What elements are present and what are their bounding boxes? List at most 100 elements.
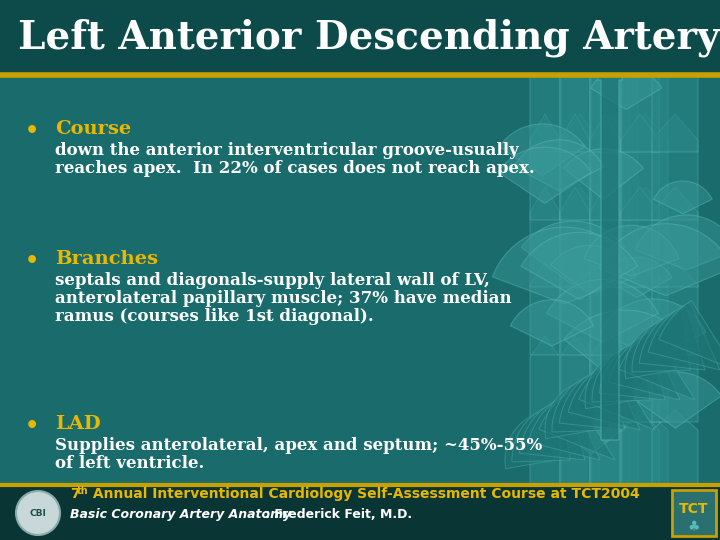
FancyArrow shape bbox=[622, 114, 668, 220]
FancyArrow shape bbox=[591, 187, 629, 287]
Wedge shape bbox=[579, 361, 655, 430]
Circle shape bbox=[16, 491, 60, 535]
FancyArrow shape bbox=[591, 39, 629, 152]
FancyArrow shape bbox=[622, 262, 668, 355]
Text: CBI: CBI bbox=[30, 509, 46, 517]
Wedge shape bbox=[545, 380, 595, 438]
Wedge shape bbox=[539, 390, 615, 460]
Text: Course: Course bbox=[55, 120, 131, 138]
FancyArrow shape bbox=[622, 410, 668, 490]
FancyArrow shape bbox=[621, 410, 659, 490]
Wedge shape bbox=[629, 372, 720, 428]
Wedge shape bbox=[505, 410, 555, 469]
FancyArrow shape bbox=[560, 39, 590, 152]
Text: LAD: LAD bbox=[55, 415, 101, 433]
FancyArrow shape bbox=[592, 39, 638, 152]
Text: ♣: ♣ bbox=[688, 520, 701, 534]
Text: •: • bbox=[25, 415, 40, 437]
Wedge shape bbox=[564, 310, 685, 388]
Wedge shape bbox=[602, 258, 672, 298]
Wedge shape bbox=[659, 300, 720, 370]
FancyArrow shape bbox=[561, 262, 599, 355]
Wedge shape bbox=[600, 299, 706, 357]
Text: Annual Interventional Cardiology Self-Assessment Course at TCT2004: Annual Interventional Cardiology Self-As… bbox=[88, 487, 640, 501]
FancyArrow shape bbox=[592, 262, 638, 355]
FancyArrow shape bbox=[621, 39, 659, 152]
Wedge shape bbox=[654, 181, 712, 214]
FancyArrow shape bbox=[592, 114, 638, 220]
FancyArrow shape bbox=[530, 410, 560, 490]
Wedge shape bbox=[590, 68, 662, 110]
FancyArrow shape bbox=[530, 336, 560, 422]
Text: •: • bbox=[25, 250, 40, 272]
Text: 7: 7 bbox=[70, 487, 80, 501]
Text: Branches: Branches bbox=[55, 250, 158, 268]
Wedge shape bbox=[510, 300, 593, 346]
FancyArrow shape bbox=[590, 39, 620, 152]
FancyArrow shape bbox=[652, 410, 698, 490]
Wedge shape bbox=[519, 396, 585, 460]
Wedge shape bbox=[585, 350, 635, 409]
Wedge shape bbox=[632, 313, 690, 372]
Wedge shape bbox=[521, 232, 638, 300]
Text: septals and diagonals-supply lateral wall of LV,: septals and diagonals-supply lateral wal… bbox=[55, 272, 490, 289]
Wedge shape bbox=[546, 280, 658, 342]
FancyArrow shape bbox=[560, 187, 590, 287]
FancyArrow shape bbox=[652, 114, 698, 220]
Wedge shape bbox=[608, 333, 680, 400]
Wedge shape bbox=[625, 320, 675, 379]
FancyArrow shape bbox=[561, 114, 599, 220]
Wedge shape bbox=[498, 147, 591, 204]
Wedge shape bbox=[514, 140, 604, 191]
FancyArrow shape bbox=[652, 262, 698, 355]
Wedge shape bbox=[500, 124, 585, 176]
FancyArrow shape bbox=[622, 39, 668, 152]
Wedge shape bbox=[564, 149, 643, 199]
Wedge shape bbox=[512, 402, 570, 462]
FancyArrow shape bbox=[621, 114, 659, 220]
Wedge shape bbox=[528, 393, 600, 460]
FancyArrow shape bbox=[560, 336, 590, 422]
Text: ramus (courses like 1st diagonal).: ramus (courses like 1st diagonal). bbox=[55, 308, 374, 325]
Text: Supplies anterolateral, apex and septum; ~45%-55%: Supplies anterolateral, apex and septum;… bbox=[55, 437, 542, 454]
FancyArrow shape bbox=[561, 336, 599, 422]
FancyArrow shape bbox=[652, 336, 698, 422]
Text: of left ventricle.: of left ventricle. bbox=[55, 455, 204, 472]
FancyArrow shape bbox=[560, 114, 590, 220]
FancyArrow shape bbox=[561, 410, 599, 490]
FancyArrow shape bbox=[652, 39, 698, 152]
Wedge shape bbox=[619, 330, 695, 400]
Wedge shape bbox=[635, 215, 720, 270]
FancyArrow shape bbox=[590, 336, 620, 422]
FancyArrow shape bbox=[592, 187, 638, 287]
FancyArrow shape bbox=[622, 336, 668, 422]
FancyArrow shape bbox=[652, 187, 698, 287]
Text: : Frederick Feit, M.D.: : Frederick Feit, M.D. bbox=[265, 508, 412, 521]
Wedge shape bbox=[639, 307, 705, 370]
Text: Basic Coronary Artery Anatomy: Basic Coronary Artery Anatomy bbox=[70, 508, 292, 521]
FancyArrow shape bbox=[590, 114, 620, 220]
FancyArrow shape bbox=[530, 187, 560, 287]
FancyArrow shape bbox=[530, 262, 560, 355]
FancyArrow shape bbox=[591, 336, 629, 422]
FancyArrow shape bbox=[592, 410, 638, 490]
FancyArrow shape bbox=[621, 262, 659, 355]
Wedge shape bbox=[599, 336, 665, 400]
FancyArrow shape bbox=[561, 39, 599, 152]
Wedge shape bbox=[592, 342, 650, 402]
Text: down the anterior interventricular groove-usually: down the anterior interventricular groov… bbox=[55, 142, 518, 159]
Wedge shape bbox=[521, 221, 625, 285]
FancyArrow shape bbox=[590, 187, 620, 287]
FancyArrow shape bbox=[560, 262, 590, 355]
Text: anterolateral papillary muscle; 37% have median: anterolateral papillary muscle; 37% have… bbox=[55, 290, 512, 307]
FancyArrow shape bbox=[561, 187, 599, 287]
Wedge shape bbox=[492, 227, 636, 303]
FancyArrow shape bbox=[530, 39, 560, 152]
FancyArrow shape bbox=[622, 187, 668, 287]
Text: th: th bbox=[77, 486, 89, 496]
Wedge shape bbox=[559, 367, 625, 430]
Wedge shape bbox=[552, 373, 610, 432]
FancyArrow shape bbox=[590, 410, 620, 490]
FancyArrow shape bbox=[530, 114, 560, 220]
Text: TCT: TCT bbox=[679, 502, 708, 516]
